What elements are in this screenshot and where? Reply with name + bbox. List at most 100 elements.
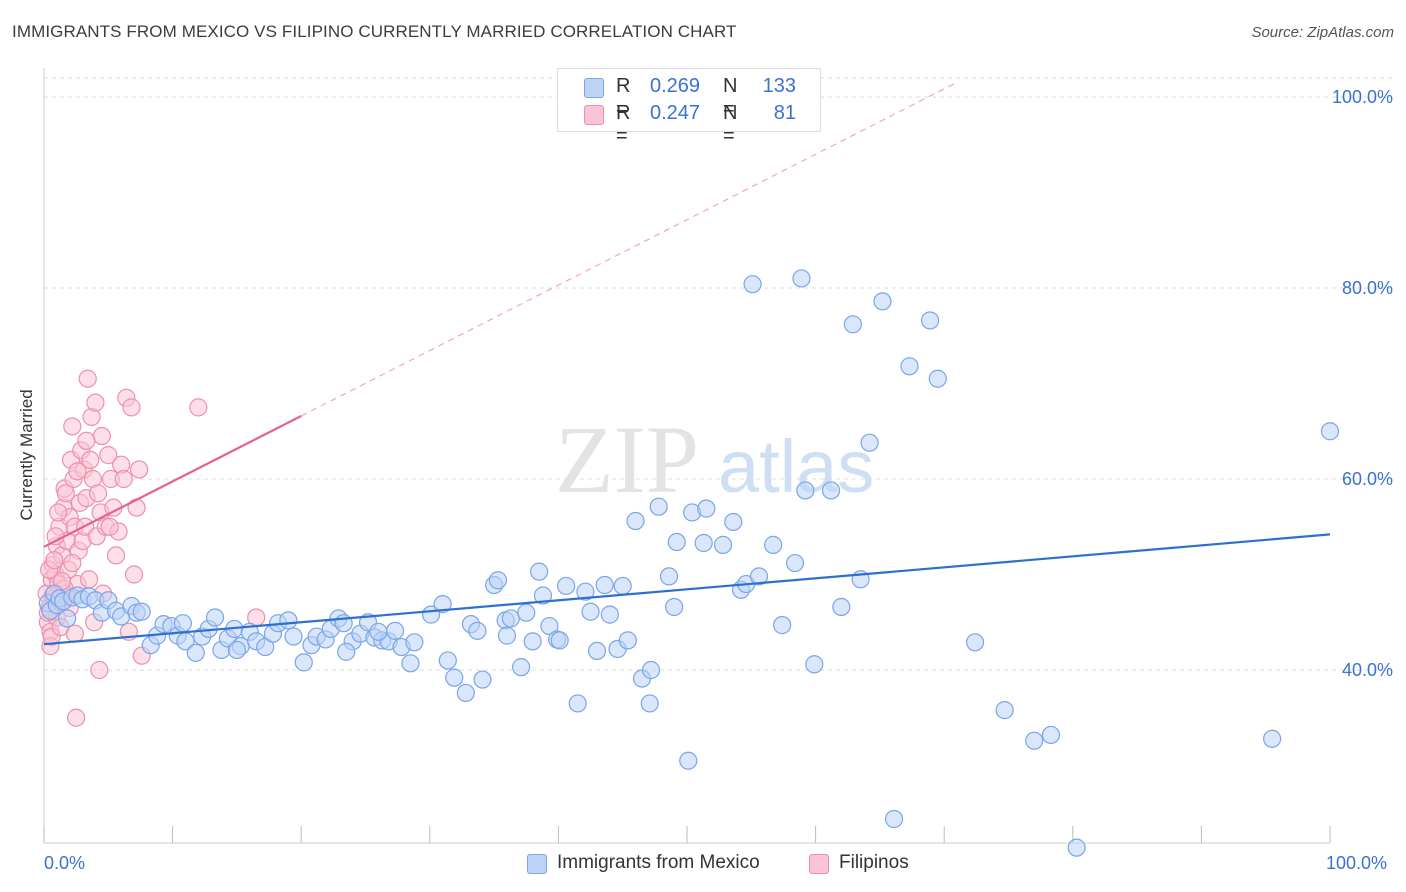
- data-point: [595, 575, 614, 595]
- data-point: [821, 481, 841, 500]
- data-point: [45, 551, 64, 570]
- data-point: [805, 655, 824, 674]
- data-point: [587, 641, 607, 661]
- data-point: [468, 621, 487, 640]
- data-point: [90, 660, 109, 680]
- legend-swatch-filipinos: [584, 105, 604, 125]
- correlation-legend: R = 0.269 N = 133 R = 0.247 N = 81: [557, 68, 821, 147]
- data-point: [530, 562, 549, 581]
- y-axis-title: Currently Married: [17, 389, 36, 521]
- data-point: [724, 512, 743, 532]
- data-point: [641, 660, 661, 680]
- data-point: [860, 433, 879, 452]
- data-point: [124, 565, 144, 584]
- data-point: [56, 484, 75, 503]
- data-point: [46, 527, 65, 546]
- trend-line-filipinos: [43, 414, 302, 548]
- data-point: [697, 499, 716, 518]
- data-point: [884, 809, 904, 829]
- y-tick-label: 80.0%: [1341, 278, 1393, 298]
- legend-n-value: 81: [773, 102, 796, 124]
- data-point: [49, 503, 68, 522]
- trend-lines: [43, 82, 1331, 646]
- data-point: [749, 567, 769, 586]
- data-point: [965, 633, 985, 652]
- data-point: [114, 469, 133, 489]
- data-point: [667, 532, 686, 552]
- legend-swatch-filipinos: [809, 854, 829, 874]
- data-point: [68, 462, 87, 481]
- data-point: [659, 567, 679, 586]
- mexico-points: [38, 269, 1340, 857]
- y-tick-label: 40.0%: [1341, 660, 1393, 680]
- data-point: [843, 315, 862, 334]
- data-point: [205, 608, 225, 627]
- chart-title: IMMIGRANTS FROM MEXICO VS FILIPINO CURRE…: [12, 22, 737, 41]
- legend-n-label: N =: [723, 75, 738, 120]
- data-point: [227, 640, 246, 660]
- data-point: [67, 708, 86, 727]
- legend-r-label: R =: [616, 102, 631, 147]
- data-point: [832, 597, 851, 617]
- source-credit: Source: ZipAtlas.com: [1251, 24, 1394, 41]
- data-point: [1320, 422, 1340, 441]
- data-point: [63, 417, 82, 436]
- data-point: [796, 481, 815, 500]
- data-point: [533, 586, 553, 605]
- legend-label-filipinos: Filipinos: [839, 852, 909, 873]
- trend-line-mexico: [43, 533, 1331, 646]
- data-point: [613, 576, 632, 596]
- data-point: [401, 654, 420, 673]
- data-point: [640, 694, 659, 713]
- legend-n-label: N =: [723, 102, 738, 147]
- data-point: [189, 398, 208, 417]
- data-point: [600, 605, 619, 624]
- data-point: [540, 616, 559, 636]
- data-point: [77, 431, 96, 450]
- data-point: [256, 637, 275, 657]
- data-point: [385, 621, 405, 640]
- data-point: [557, 576, 576, 596]
- watermark-zip: ZIP: [555, 406, 699, 513]
- legend-r-value: 0.247: [650, 102, 701, 124]
- data-point: [517, 603, 536, 622]
- data-point: [369, 622, 388, 641]
- data-point: [900, 357, 919, 376]
- data-point: [279, 611, 298, 630]
- data-point: [88, 484, 108, 503]
- watermark-atlas: atlas: [718, 425, 874, 508]
- data-point: [106, 546, 126, 565]
- data-point: [626, 511, 645, 531]
- legend-r-value: 0.269: [650, 75, 701, 97]
- data-point: [337, 642, 356, 661]
- data-point: [523, 632, 542, 651]
- legend-swatch-mexico: [527, 854, 547, 874]
- data-point: [773, 616, 792, 635]
- data-point: [433, 595, 452, 614]
- data-point: [100, 517, 119, 536]
- data-point: [1041, 725, 1061, 745]
- data-point: [679, 751, 698, 770]
- data-point: [694, 533, 713, 553]
- trend-extension-filipinos: [300, 82, 957, 417]
- y-tick-label: 60.0%: [1341, 469, 1393, 489]
- data-point: [497, 626, 517, 645]
- data-point: [130, 460, 149, 479]
- data-point: [81, 450, 100, 469]
- data-point: [65, 624, 84, 643]
- data-point: [186, 643, 205, 662]
- data-point: [995, 701, 1014, 720]
- axes: [43, 68, 1331, 844]
- data-point: [488, 571, 508, 590]
- data-point: [665, 597, 684, 617]
- data-point: [1025, 731, 1044, 750]
- data-point: [618, 631, 637, 650]
- data-point: [1067, 838, 1086, 857]
- data-point: [512, 658, 531, 677]
- data-point: [792, 269, 811, 288]
- data-point: [928, 369, 947, 388]
- data-point: [501, 609, 520, 628]
- data-point: [550, 631, 569, 650]
- x-tick-label-max: 100.0%: [1326, 853, 1388, 873]
